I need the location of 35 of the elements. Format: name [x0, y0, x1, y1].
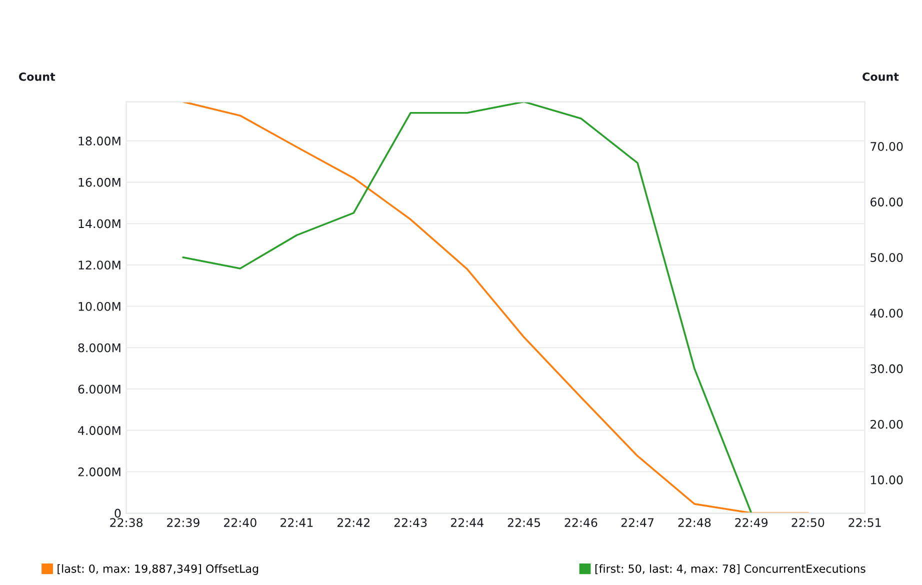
x-tick-label: 22:40 — [224, 518, 256, 528]
x-tick-label: 22:43 — [394, 518, 427, 528]
y-axis-title: Count — [18, 72, 56, 81]
y-tick-label: 4.000M — [78, 426, 120, 435]
legend-label: [first: 50, last: 4, max: 78] ConcurrentExecutions — [595, 564, 866, 574]
y2-axis-title: Count — [862, 72, 899, 81]
x-tick-label: 22:45 — [508, 518, 540, 528]
y-tick-label: 14.00M — [78, 219, 120, 228]
x-tick-label: 22:49 — [735, 518, 768, 528]
legend-label: [last: 0, max: 19,887,349] OffsetLag — [58, 564, 258, 575]
x-tick-label: 22:46 — [564, 518, 598, 528]
y-tick-label: 18.00M — [78, 136, 120, 146]
x-tick-label: 22:47 — [621, 518, 654, 527]
y-tick-label: 10.00M — [78, 302, 120, 311]
y2-tick-label: 10.00 — [870, 475, 903, 484]
x-tick-label: 22:48 — [678, 518, 711, 528]
y-tick-label: 2.000M — [78, 467, 120, 476]
x-tick-label: 22:38 — [110, 518, 143, 528]
y-tick-label: 12.00M — [78, 260, 120, 270]
y-tick-label: 16.00M — [78, 178, 120, 187]
y2-tick-label: 50.00 — [870, 253, 903, 262]
y2-tick-label: 20.00 — [870, 420, 903, 429]
y2-tick-label: 70.00 — [870, 142, 903, 151]
x-tick-label: 22:41 — [280, 518, 313, 527]
x-tick-label: 22:44 — [450, 518, 484, 527]
y-tick-label: 6.000M — [78, 384, 120, 394]
x-tick-label: 22:39 — [167, 518, 200, 528]
y2-tick-label: 30.00 — [870, 364, 903, 374]
y2-tick-label: 40.00 — [870, 308, 903, 318]
x-tick-label: 22:50 — [792, 518, 824, 528]
y-tick-label: 0 — [114, 508, 121, 518]
x-tick-label: 22:42 — [337, 518, 370, 527]
y-tick-label: 8.000M — [78, 343, 120, 352]
y2-tick-label: 60.00 — [870, 198, 903, 206]
x-tick-label: 22:51 — [848, 518, 881, 528]
